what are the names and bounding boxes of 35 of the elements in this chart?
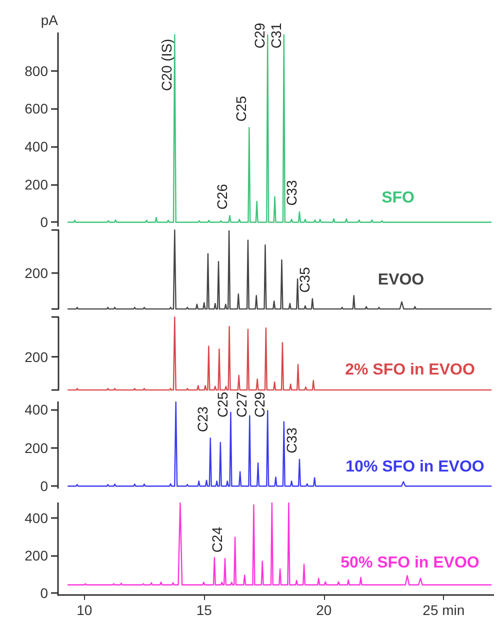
line-series xyxy=(66,502,492,586)
y-tick-label: 200 xyxy=(24,548,48,564)
y-tick-label: 0 xyxy=(40,478,48,494)
y-tick-label: 400 xyxy=(24,402,48,418)
x-tick-label: 15 xyxy=(196,602,212,617)
series-label: EVOO xyxy=(378,272,424,288)
y-tick-label: 400 xyxy=(24,138,48,155)
series-label: SFO xyxy=(382,190,414,206)
annotation: C26 xyxy=(214,184,230,210)
annotation: C29 xyxy=(252,22,268,48)
y-tick-label: 200 xyxy=(24,176,48,192)
annotation: C25 xyxy=(233,96,250,122)
y-tick-label: 0 xyxy=(40,214,48,230)
annotation: C29 xyxy=(252,392,268,418)
y-tick-label: 800 xyxy=(24,62,48,79)
y-tick-label: 0 xyxy=(40,585,48,602)
annotation: C31 xyxy=(268,22,284,48)
annotation: C35 xyxy=(296,266,312,293)
series-label: 2% SFO in EVOO xyxy=(345,362,475,378)
series-label: 10% SFO in EVOO xyxy=(346,458,484,476)
annotation: C25 xyxy=(214,392,231,418)
annotation: C23 xyxy=(194,406,210,432)
annotation: C27 xyxy=(234,392,250,418)
annotation: C20 (IS) xyxy=(158,38,175,91)
y-tick-label: 200 xyxy=(24,440,48,456)
annotation: C33 xyxy=(283,427,300,454)
y-tick-label: 600 xyxy=(24,100,48,117)
annotation: C24 xyxy=(208,526,225,553)
x-tick-label: 20 xyxy=(316,602,332,617)
series-label: 50% SFO in EVOO xyxy=(340,554,480,572)
y-tick-label: 400 xyxy=(24,510,48,526)
annotation: C33 xyxy=(283,180,300,206)
x-tick-label: 25 min xyxy=(422,602,465,617)
x-tick-label: 10 xyxy=(76,602,92,617)
y-axis-title: pA xyxy=(40,12,59,28)
